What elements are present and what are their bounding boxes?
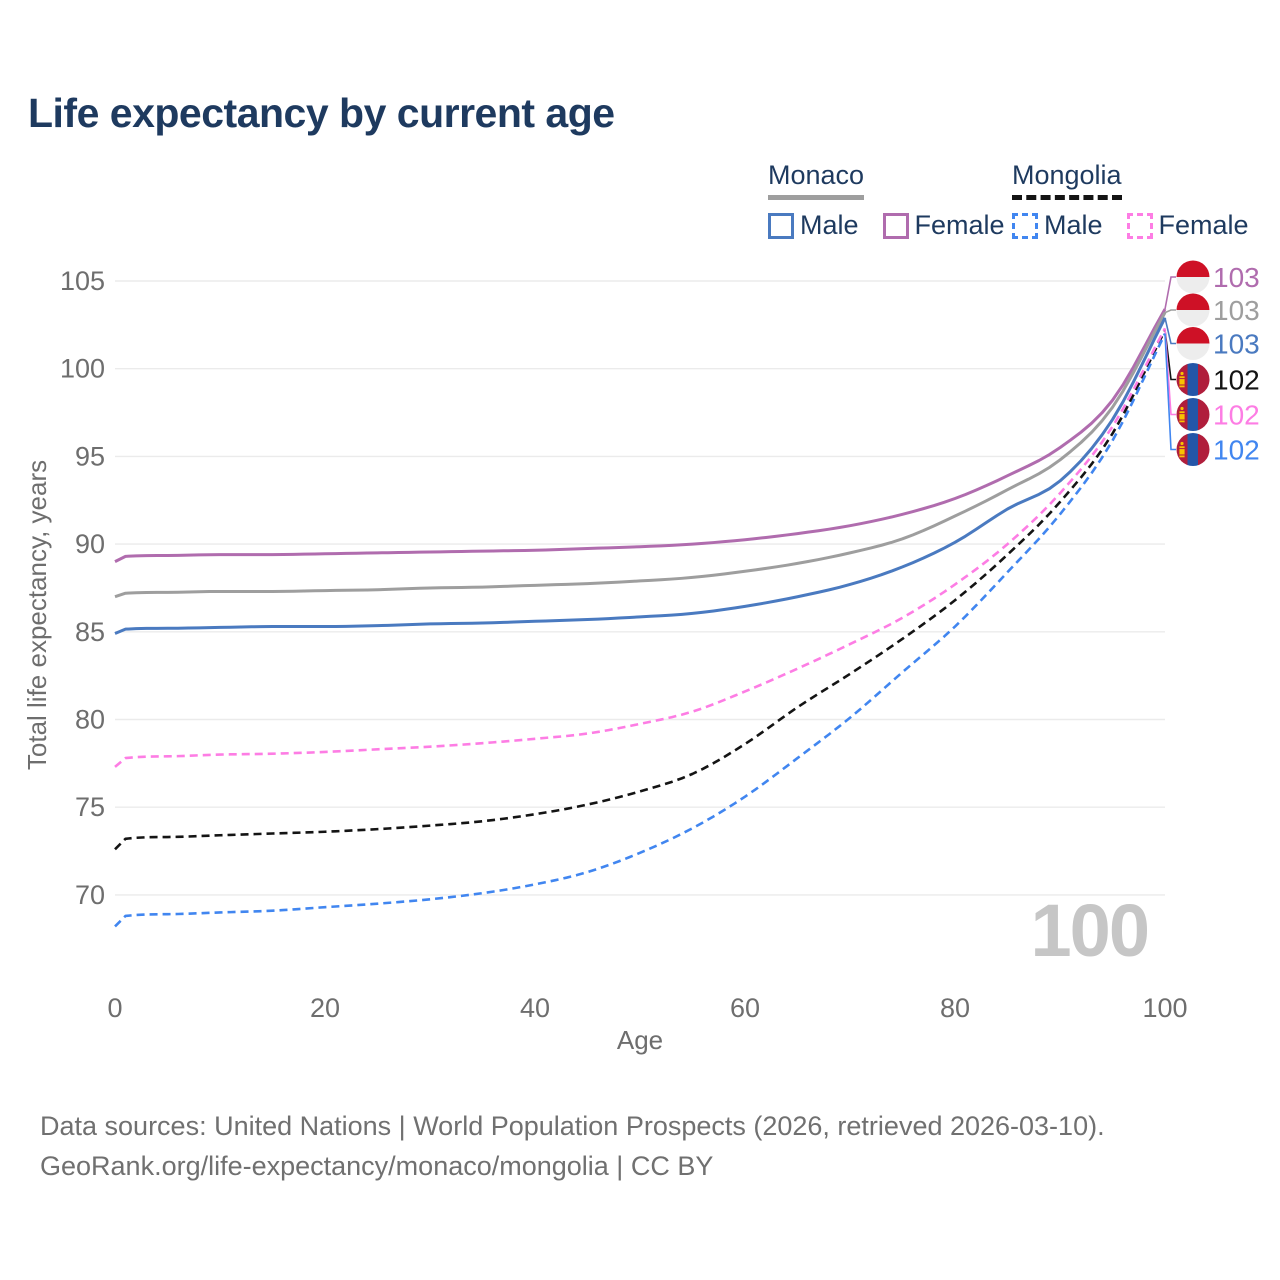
current-age-watermark: 100 [1031, 889, 1148, 972]
mongolia-flag-icon [1176, 363, 1210, 396]
legend-item-mongolia-female[interactable]: Female [1126, 210, 1249, 241]
y-tick-75: 75 [75, 792, 105, 822]
end-label-value-mongolia-female: 102 [1213, 400, 1260, 431]
end-label-leader-monaco-female [1164, 276, 1176, 310]
x-tick-0: 0 [107, 993, 122, 1023]
mongolia-flag-icon [1176, 398, 1210, 431]
mongolia-female-swatch-icon [1126, 212, 1153, 239]
end-label-leader-mongolia-male [1164, 333, 1176, 451]
legend-item-monaco-female[interactable]: Female [882, 210, 1005, 241]
y-axis-title: Total life expectancy, years [22, 460, 52, 770]
x-axis-title: Age [617, 1025, 663, 1055]
end-label-value-monaco-female: 103 [1213, 262, 1260, 293]
y-tick-85: 85 [75, 617, 105, 647]
legend-header-monaco[interactable]: Monaco [768, 160, 865, 200]
legend-group-monaco: Monaco Male Female [768, 160, 1005, 241]
legend-item-label: Female [1158, 210, 1249, 240]
legend-group-mongolia: Mongolia Male Female [1012, 160, 1249, 241]
legend-item-monaco-male[interactable]: Male [768, 210, 859, 241]
mongolia-flag-icon [1176, 433, 1210, 466]
page-title: Life expectancy by current age [28, 90, 615, 136]
end-label-value-monaco-male: 103 [1213, 329, 1260, 360]
y-tick-80: 80 [75, 705, 105, 735]
monaco-flag-icon [1176, 260, 1210, 294]
legend-item-mongolia-male[interactable]: Male [1012, 210, 1103, 241]
legend-item-label: Male [800, 210, 859, 240]
legend-item-label: Female [914, 210, 1005, 240]
y-tick-70: 70 [75, 880, 105, 910]
end-label-value-mongolia-both: 102 [1213, 365, 1260, 396]
line-mongolia-both [114, 329, 1167, 851]
monaco-male-swatch-icon [768, 212, 794, 239]
x-tick-100: 100 [1142, 993, 1187, 1023]
line-monaco-female [114, 308, 1167, 563]
footer: Data sources: United Nations | World Pop… [40, 1106, 1105, 1186]
y-tick-95: 95 [75, 441, 105, 471]
legend-item-label: Male [1044, 210, 1103, 240]
line-monaco-both [114, 311, 1167, 599]
legend-header-mongolia[interactable]: Mongolia [1012, 160, 1122, 200]
monaco-female-swatch-icon [882, 212, 909, 239]
x-tick-80: 80 [940, 993, 970, 1023]
line-monaco-male [114, 317, 1167, 635]
y-tick-90: 90 [75, 529, 105, 559]
monaco-flag-icon [1176, 293, 1210, 327]
legend: Monaco Male Female Mongolia Male [0, 0, 1280, 250]
monaco-flag-icon [1176, 327, 1210, 360]
end-label-leader-monaco-both [1164, 309, 1176, 314]
x-tick-20: 20 [310, 993, 340, 1023]
x-tick-40: 40 [520, 993, 550, 1023]
y-tick-100: 100 [60, 354, 105, 384]
y-tick-105: 105 [60, 266, 105, 296]
x-tick-60: 60 [730, 993, 760, 1023]
mongolia-male-swatch-icon [1012, 212, 1038, 239]
end-label-value-monaco-both: 103 [1213, 295, 1260, 326]
end-label-value-mongolia-male: 102 [1213, 435, 1260, 466]
end-label-leader-monaco-male [1164, 317, 1176, 345]
footer-data-sources: Data sources: United Nations | World Pop… [40, 1111, 1105, 1141]
line-mongolia-male [114, 333, 1167, 928]
footer-attribution: GeoRank.org/life-expectancy/monaco/mongo… [40, 1151, 714, 1181]
